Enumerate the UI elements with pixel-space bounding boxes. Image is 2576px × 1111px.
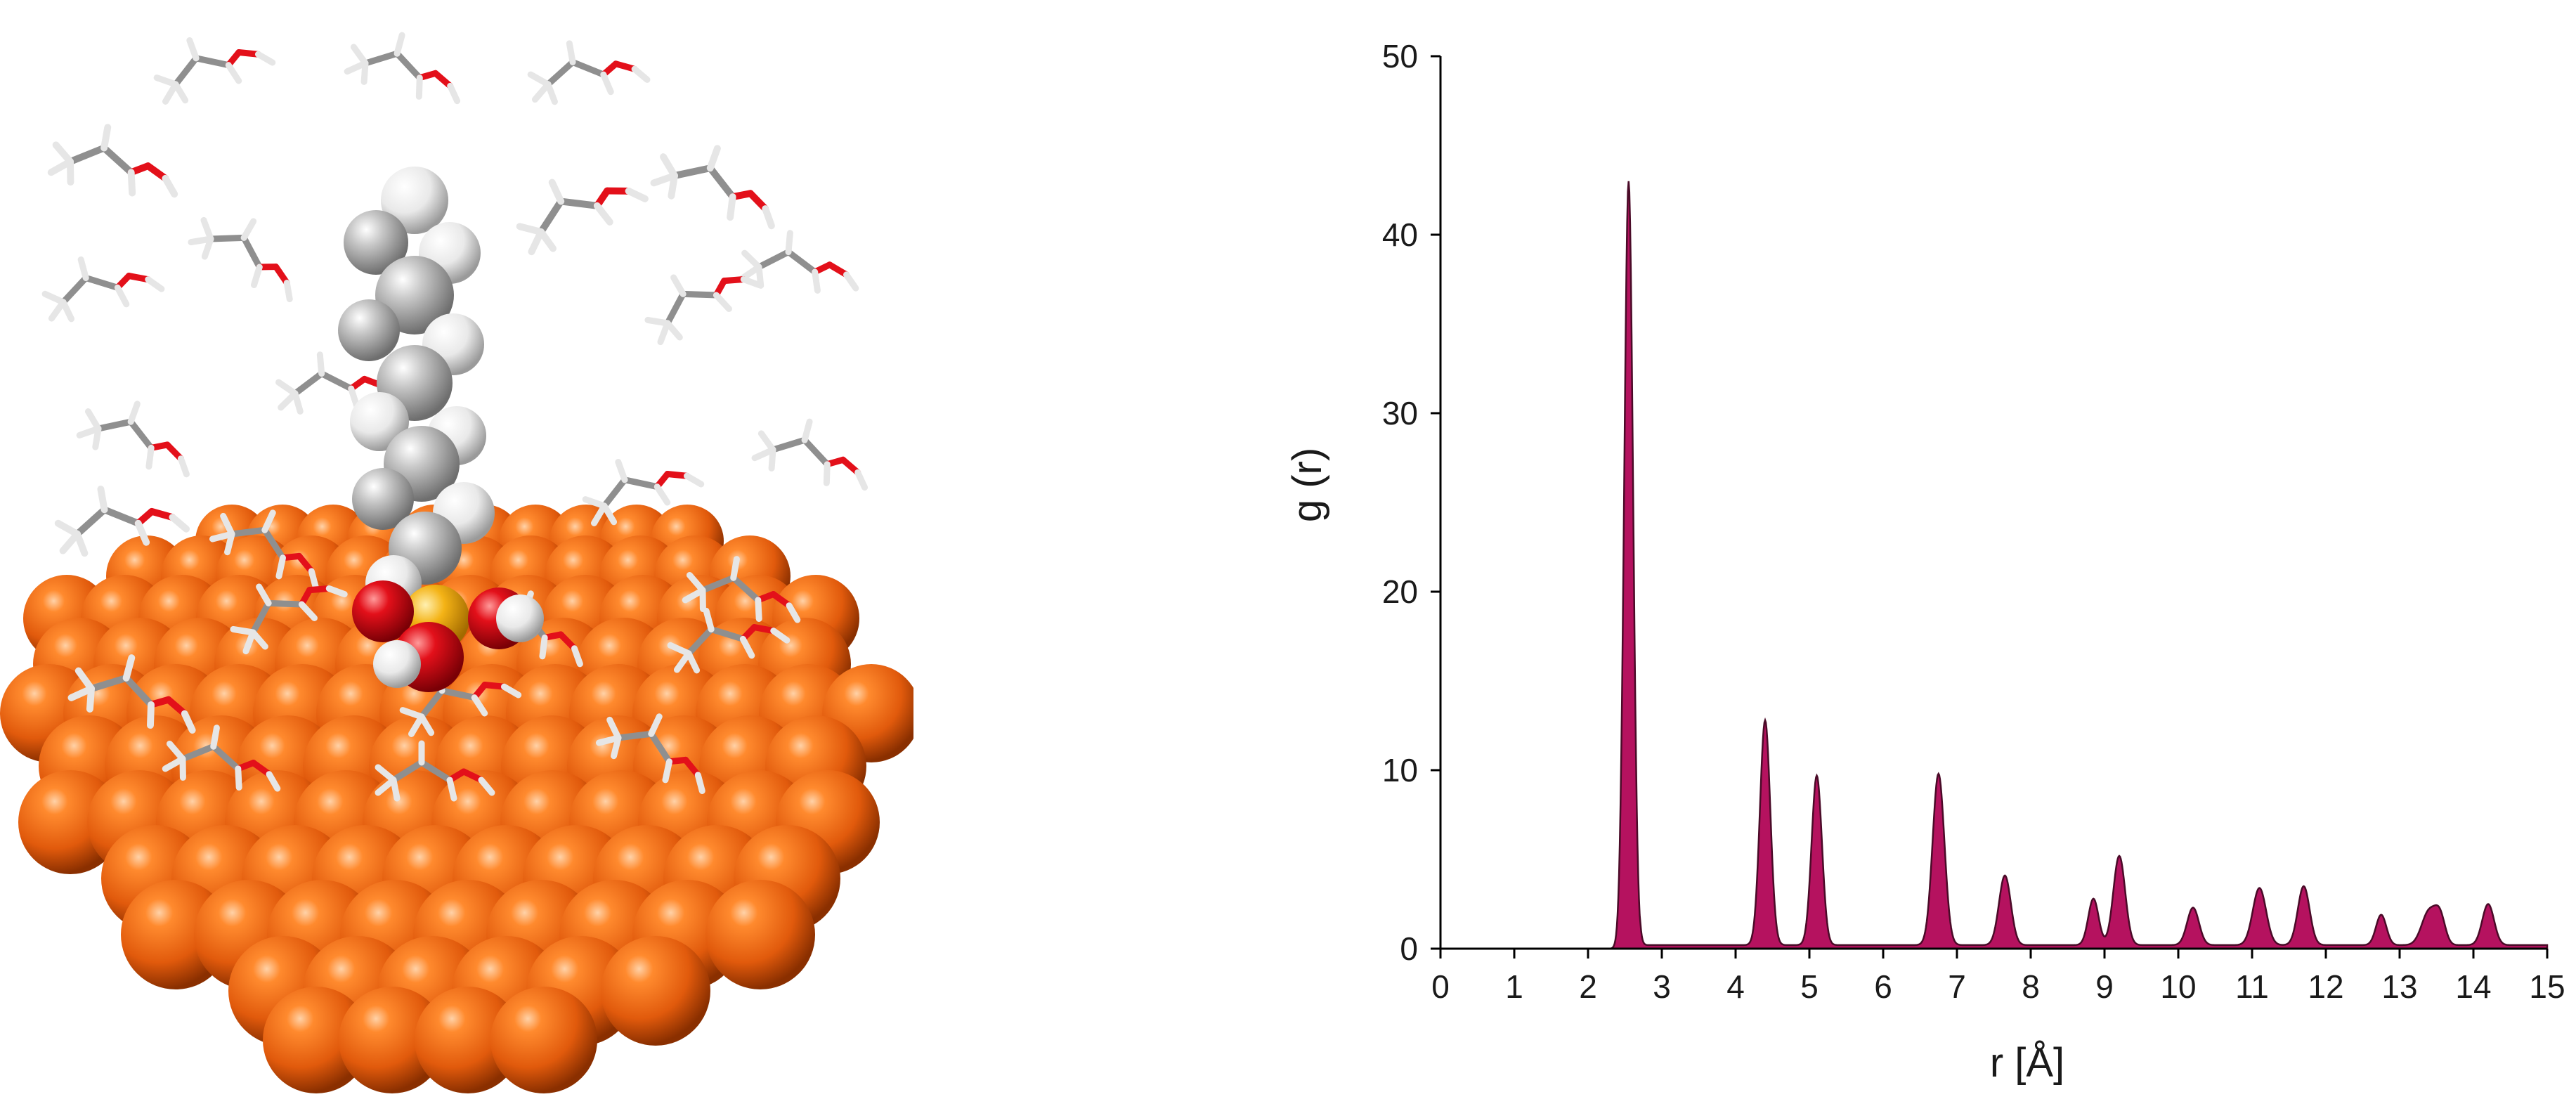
solvent-molecule — [527, 40, 651, 105]
x-tick-label: 10 — [2160, 968, 2196, 1005]
x-tick-label: 5 — [1800, 968, 1819, 1005]
solvent-molecule — [516, 178, 649, 256]
adsorbate-atom — [350, 392, 409, 451]
x-tick-label: 11 — [2235, 968, 2269, 1005]
solvent-molecule — [682, 556, 801, 623]
y-tick-label: 40 — [1382, 216, 1418, 253]
x-tick-label: 7 — [1948, 968, 1966, 1005]
solvent-molecule — [739, 230, 859, 294]
solvent-molecule — [344, 32, 461, 105]
solvent-molecule — [644, 274, 762, 346]
metal-surface — [0, 505, 913, 1093]
solvent-molecules — [41, 32, 869, 802]
adsorbate-atom — [338, 299, 400, 361]
solvent-molecule — [54, 486, 190, 557]
x-tick-label: 6 — [1874, 968, 1892, 1005]
axes — [1439, 56, 2547, 950]
solvent-molecule — [667, 607, 791, 674]
x-tick-label: 2 — [1579, 968, 1597, 1005]
solvent-molecule — [375, 740, 495, 802]
surface-atom — [263, 987, 370, 1093]
y-tick-label: 10 — [1382, 752, 1418, 788]
solvent-molecule — [230, 583, 348, 655]
solvent-molecule — [67, 654, 196, 734]
solvent-molecule — [76, 401, 190, 478]
y-tick-label: 50 — [1382, 38, 1418, 74]
hydrogen-atom — [373, 640, 421, 688]
adsorbate-atom — [344, 210, 408, 275]
solvent-molecule — [153, 37, 276, 105]
rdf-series-area — [1440, 181, 2549, 950]
solvent-molecule — [650, 145, 775, 230]
y-axis-ticks: 0 10 20 30 40 50 — [1382, 38, 1440, 967]
surface-atom — [490, 987, 597, 1093]
hydrogen-atom — [496, 595, 544, 642]
solvent-molecule — [751, 418, 869, 491]
x-tick-label: 3 — [1653, 968, 1671, 1005]
x-tick-label: 4 — [1726, 968, 1745, 1005]
x-tick-label: 12 — [2308, 968, 2343, 1005]
solvent-molecule — [162, 725, 281, 792]
surface-atom — [705, 880, 815, 989]
adsorbate-atom — [381, 167, 448, 234]
y-axis-label: g (r) — [1284, 448, 1330, 522]
solvent-molecule — [582, 458, 705, 526]
adsorbed-molecule — [338, 167, 544, 692]
x-tick-label: 9 — [2095, 968, 2114, 1005]
solvent-molecule — [41, 256, 165, 323]
molecular-model-image — [0, 32, 913, 1093]
x-tick-label: 0 — [1431, 968, 1450, 1005]
x-tick-label: 14 — [2455, 968, 2491, 1005]
plot-area — [1440, 181, 2549, 950]
y-tick-label: 20 — [1382, 573, 1418, 610]
surface-atom — [601, 936, 710, 1046]
x-tick-label: 15 — [2529, 968, 2565, 1005]
solvent-molecule — [209, 509, 319, 590]
oxygen-atom — [352, 580, 414, 642]
solvent-molecule — [47, 124, 178, 198]
surface-atom — [339, 987, 445, 1093]
x-tick-label: 8 — [2022, 968, 2040, 1005]
x-tick-label: 13 — [2381, 968, 2417, 1005]
solvent-molecule — [595, 713, 705, 794]
solvent-molecule — [188, 216, 293, 303]
y-tick-label: 30 — [1382, 395, 1418, 431]
x-axis-ticks: 0 1 2 3 4 5 6 7 8 9 10 11 12 13 14 15 — [1431, 949, 2565, 1005]
x-axis-label: r [Å] — [1990, 1040, 2064, 1086]
surface-atom — [415, 987, 521, 1093]
adsorbate-atom — [352, 468, 414, 530]
y-tick-label: 0 — [1400, 930, 1418, 967]
x-tick-label: 1 — [1505, 968, 1523, 1005]
